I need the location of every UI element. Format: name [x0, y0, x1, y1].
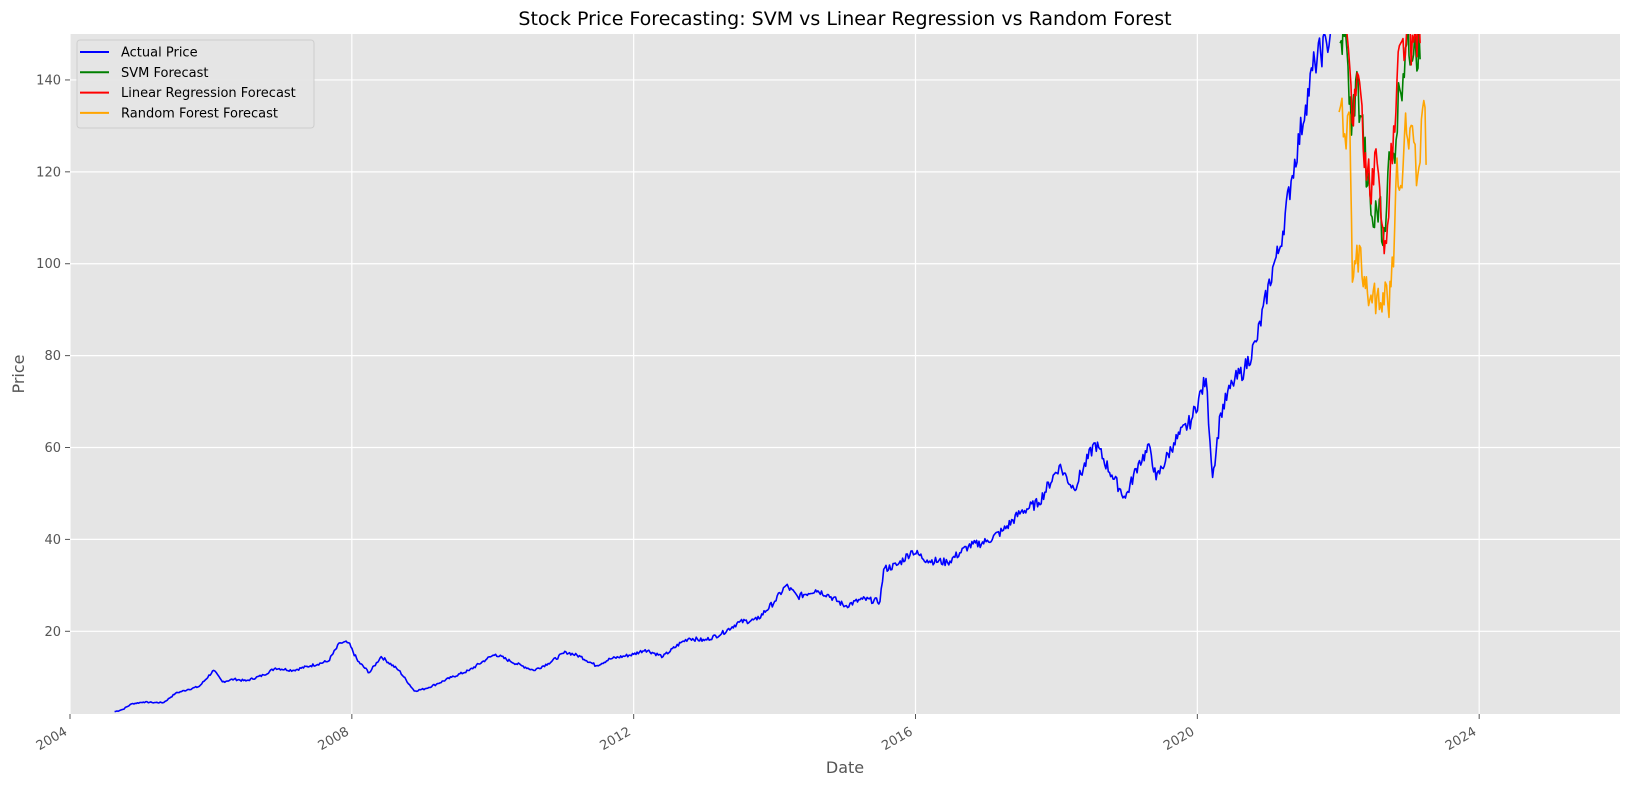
- legend-box: [76, 39, 315, 129]
- x-tick-label: 2024: [1443, 724, 1479, 754]
- y-tick-label: 20: [44, 625, 61, 640]
- x-tick-label: 2016: [879, 724, 915, 754]
- x-axis-title: Date: [826, 758, 864, 777]
- y-tick-label: 120: [36, 165, 61, 180]
- legend-label: Actual Price: [121, 46, 198, 61]
- x-tick-label: 2008: [316, 724, 352, 754]
- series-line-3: [1346, 34, 1421, 255]
- series-line-4: [1338, 97, 1427, 319]
- y-tick-label: 60: [44, 441, 61, 456]
- y-tick-label: 40: [44, 533, 61, 548]
- grid: [69, 34, 1620, 714]
- legend-label: Linear Regression Forecast: [121, 86, 296, 101]
- plot-area: [70, 34, 1620, 714]
- y-tick-label: 100: [36, 257, 61, 272]
- x-tick-label: 2020: [1161, 724, 1197, 754]
- series-line-1: [114, 34, 1332, 713]
- legend-label: SVM Forecast: [121, 66, 209, 81]
- x-tick-label: 2012: [598, 724, 634, 754]
- legend: Actual Price SVM Forecast Linear Regressio…: [76, 39, 315, 129]
- legend-label: Random Forest Forecast: [121, 106, 278, 121]
- y-tick-label: 80: [44, 349, 61, 364]
- series-layer: [114, 34, 1427, 713]
- chart-title: Stock Price Forecasting: SVM vs Linear R…: [518, 8, 1171, 30]
- y-axis-title: Price: [9, 354, 28, 393]
- x-tick-label: 2004: [34, 724, 70, 754]
- y-tick-label: 140: [36, 73, 61, 88]
